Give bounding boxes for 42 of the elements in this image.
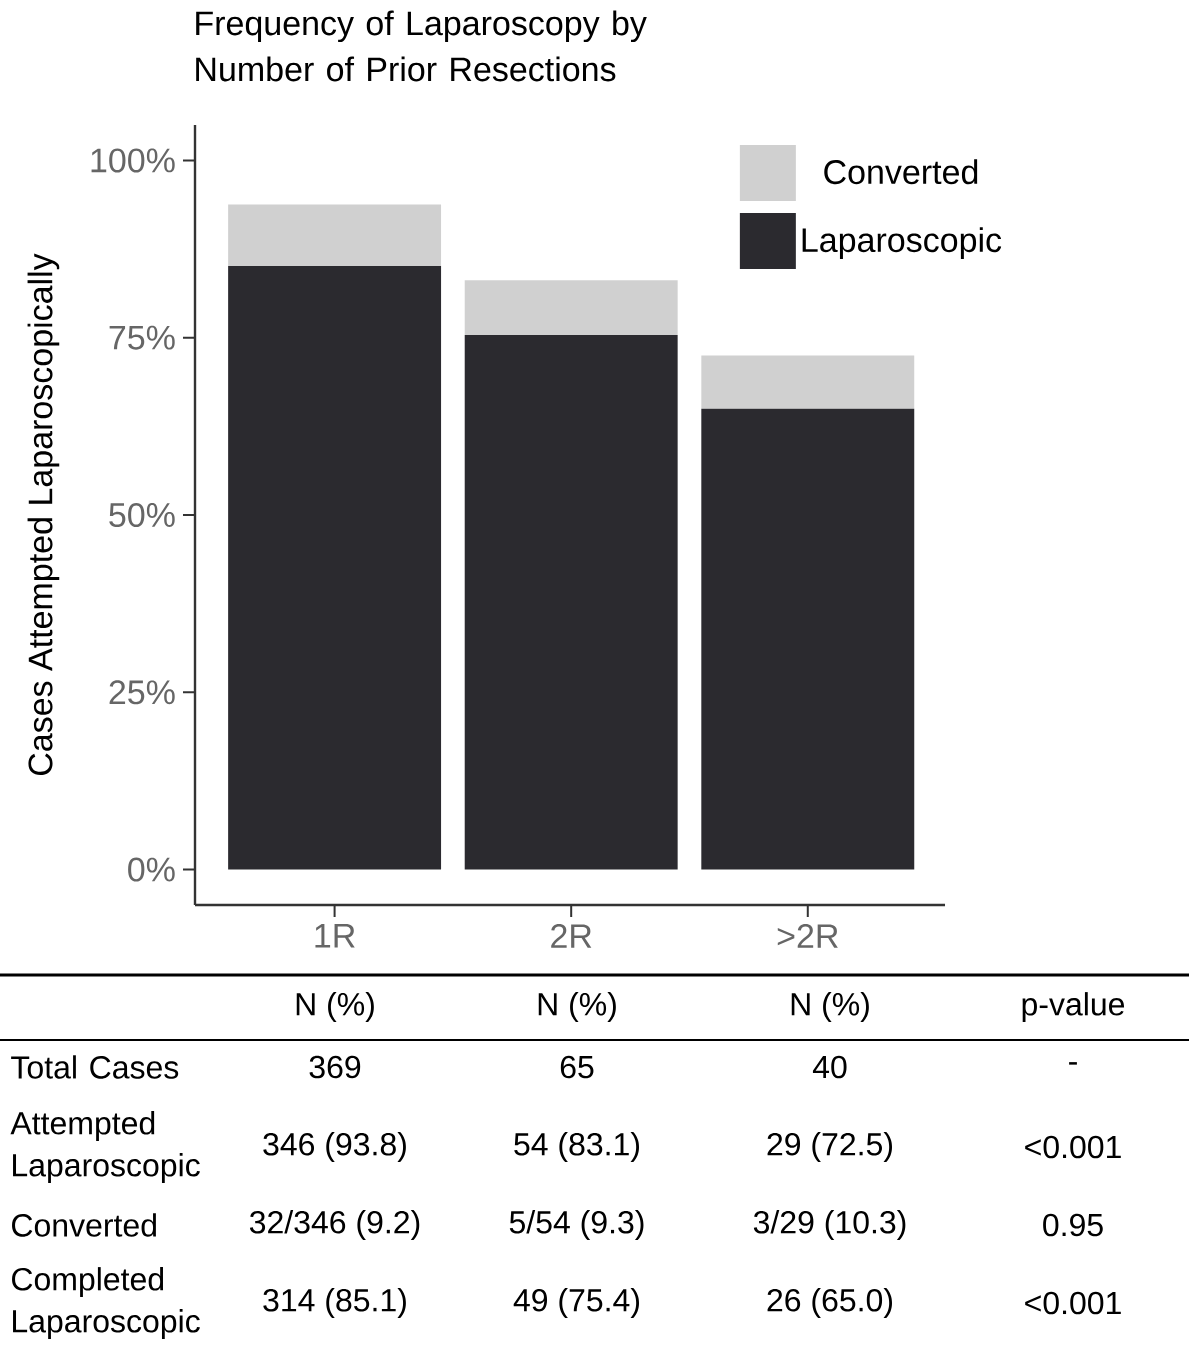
text: <0.001 [1025, 1291, 1121, 1315]
bar [701, 408, 915, 870]
text: 65 [560, 1055, 594, 1079]
text: 32/346 (9.2) [249, 1210, 420, 1240]
y-tick-label: 75% [109, 325, 175, 350]
text: - [1069, 1062, 1077, 1065]
bar [464, 334, 678, 870]
text: 54 (83.1) [514, 1132, 639, 1162]
y-tick-label: 50% [109, 502, 175, 528]
text: <0.001 [1025, 1135, 1121, 1159]
text: Total Cases [11, 1055, 179, 1079]
text: p-value [1022, 992, 1125, 1022]
text: 346 (93.8) [263, 1132, 406, 1162]
y-tick-label: 100% [91, 148, 175, 173]
text: 40 [812, 1055, 847, 1079]
text: N (%) [538, 992, 616, 1022]
bar [701, 355, 915, 409]
text: Completed Laparoscopic [12, 1267, 200, 1339]
text: Converted [12, 1213, 156, 1237]
text: 314 (85.1) [263, 1288, 406, 1318]
bar [228, 204, 442, 267]
legend-label: Laparoscopic [802, 227, 1002, 259]
text: 3/29 (10.3) [753, 1210, 906, 1240]
bar [464, 280, 678, 335]
x-tick-label: 2R [551, 924, 592, 948]
x-tick-label: 1R [315, 924, 355, 948]
text: N (%) [791, 992, 869, 1022]
bar [228, 266, 442, 870]
text: 0.95 [1043, 1213, 1103, 1237]
y-tick-label: 25% [109, 680, 175, 705]
text: N (%) [296, 992, 374, 1022]
text: 5/54 (9.3) [509, 1210, 644, 1240]
legend-label: Converted [824, 159, 978, 185]
text: 49 (75.4) [513, 1288, 639, 1318]
chart-title: Frequency of Laparoscopy by Number of Prior Resections [196, 10, 647, 82]
text: 26 (65.0) [767, 1288, 892, 1318]
x-tick-label: >2R [777, 924, 838, 948]
text: 29 (72.5) [767, 1132, 892, 1162]
text: 369 [309, 1055, 361, 1079]
y-axis-title: Cases Attempted Laparoscopically [27, 253, 60, 776]
text: Attempted Laparoscopic [10, 1111, 200, 1183]
y-tick-label: 0% [128, 857, 175, 882]
